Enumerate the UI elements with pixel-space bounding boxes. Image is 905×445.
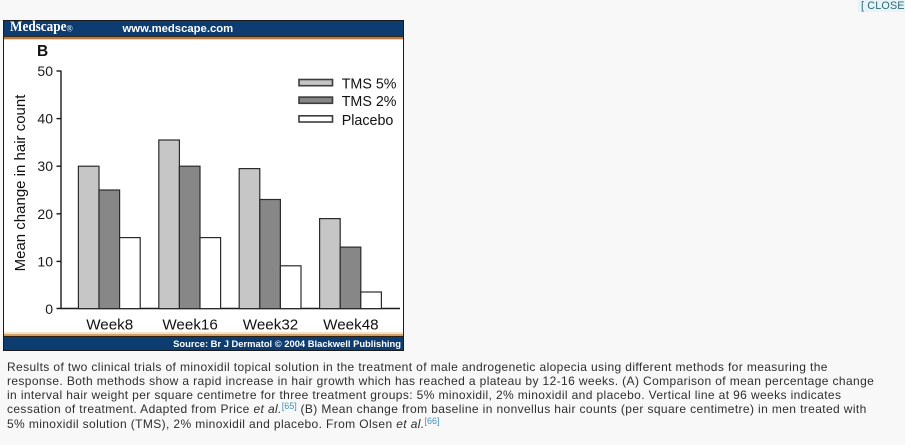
svg-text:Placebo: Placebo bbox=[342, 113, 394, 129]
svg-text:Week16: Week16 bbox=[162, 317, 217, 334]
svg-text:TMS 2%: TMS 2% bbox=[342, 94, 397, 110]
svg-text:Week48: Week48 bbox=[323, 317, 378, 334]
svg-text:20: 20 bbox=[37, 206, 53, 222]
svg-text:Week8: Week8 bbox=[86, 317, 133, 334]
svg-text:10: 10 bbox=[37, 253, 53, 269]
svg-text:30: 30 bbox=[37, 158, 53, 174]
svg-text:50: 50 bbox=[37, 63, 53, 79]
svg-text:Mean change in hair count: Mean change in hair count bbox=[12, 94, 29, 272]
svg-text:0: 0 bbox=[45, 301, 53, 317]
svg-text:40: 40 bbox=[37, 111, 53, 127]
svg-text:Week32: Week32 bbox=[243, 317, 298, 334]
svg-text:TMS 5%: TMS 5% bbox=[342, 76, 397, 92]
svg-text:B: B bbox=[37, 43, 48, 60]
